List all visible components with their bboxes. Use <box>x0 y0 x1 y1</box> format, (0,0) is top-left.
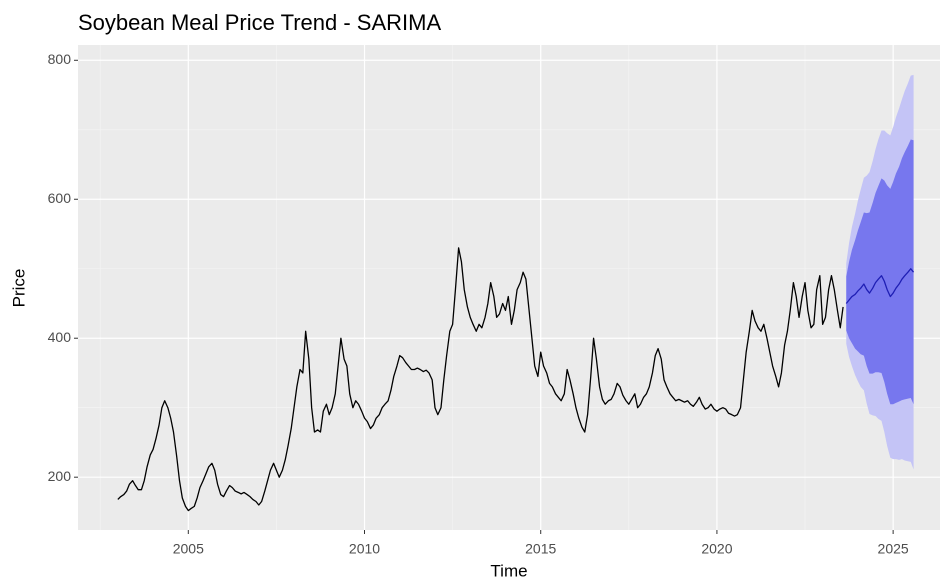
x-tick-label: 2005 <box>173 541 204 557</box>
y-axis-label: Price <box>9 269 28 308</box>
x-tick-label: 2015 <box>525 541 556 557</box>
y-tick-label: 600 <box>48 190 72 206</box>
y-tick-label: 400 <box>48 329 72 345</box>
x-tick-label: 2010 <box>349 541 380 557</box>
y-tick-label: 200 <box>48 468 72 484</box>
price-line <box>117 247 844 512</box>
plot-panel <box>78 45 940 530</box>
forecast-interval <box>846 139 914 405</box>
x-tick-label: 2020 <box>701 541 732 557</box>
chart-title: Soybean Meal Price Trend - SARIMA <box>78 10 441 35</box>
x-tick-label: 2025 <box>878 541 909 557</box>
price-line <box>845 268 915 304</box>
x-axis-label: Time <box>490 561 527 580</box>
y-tick-label: 800 <box>48 51 72 67</box>
